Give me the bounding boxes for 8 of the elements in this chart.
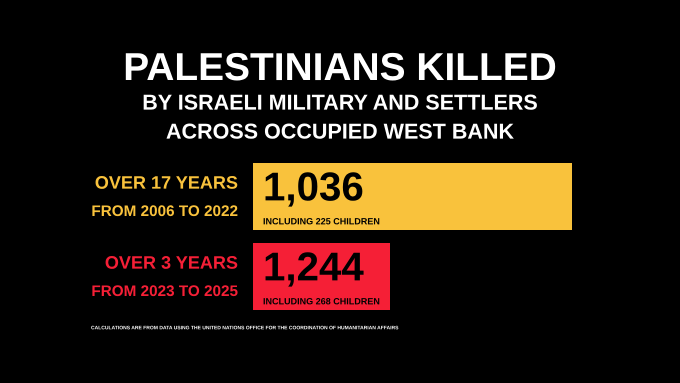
text: BY ISRAELI MILITARY AND SETTLERS ACROSS OCCUPIED WEST BANK (144, 94, 537, 139)
data-label: 1,036 (266, 172, 362, 207)
text: INCLUDING 225 CHILDREN (264, 218, 380, 224)
text: INCLUDING 268 CHILDREN (264, 298, 380, 304)
category-label: OVER 3 YEARS FROM 2023 TO 2025 (92, 256, 238, 296)
data-label: 1,244 (266, 252, 364, 287)
text: PALESTINIANS KILLED (126, 52, 556, 80)
category-label: OVER 17 YEARS FROM 2006 TO 2022 (92, 176, 238, 216)
